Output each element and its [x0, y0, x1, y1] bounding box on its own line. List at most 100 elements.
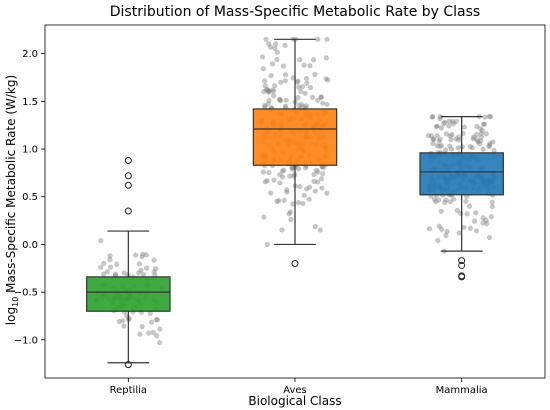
- jitter-point: [475, 139, 481, 145]
- jitter-point: [433, 199, 439, 205]
- jitter-point: [268, 44, 274, 50]
- jitter-point: [430, 113, 436, 120]
- jitter-point: [266, 88, 272, 94]
- jitter-point: [464, 211, 470, 217]
- jitter-point: [295, 200, 302, 206]
- jitter-point: [312, 188, 318, 194]
- jitter-point: [455, 145, 461, 151]
- jitter-point: [484, 221, 490, 227]
- jitter-point: [277, 171, 283, 178]
- iqr-box: [419, 152, 504, 196]
- chart-title: Distribution of Mass-Specific Metabolic …: [110, 4, 480, 20]
- jitter-point: [301, 192, 307, 198]
- jitter-point: [264, 178, 270, 184]
- jitter-point: [281, 197, 287, 203]
- jitter-point: [434, 123, 440, 129]
- jitter-point: [262, 102, 268, 109]
- jitter-point: [273, 41, 279, 47]
- outlier-point: [458, 257, 466, 265]
- jitter-point: [309, 94, 316, 100]
- jitter-point: [282, 42, 288, 48]
- jitter-point: [280, 168, 286, 174]
- jitter-point: [317, 227, 323, 233]
- jitter-point: [456, 134, 462, 140]
- jitter-point: [437, 113, 443, 120]
- jitter-point: [453, 136, 459, 142]
- jitter-point: [264, 86, 270, 93]
- jitter-point: [274, 198, 280, 204]
- jitter-point: [425, 133, 432, 139]
- jitter-point: [483, 217, 489, 223]
- jitter-point: [303, 75, 310, 82]
- jitter-point: [461, 124, 467, 130]
- jitter-point: [289, 165, 295, 171]
- jitter-point: [431, 196, 438, 202]
- jitter-point: [296, 84, 302, 90]
- jitter-point: [486, 113, 492, 120]
- jitter-point: [454, 207, 460, 213]
- jitter-point: [430, 136, 436, 142]
- jitter-point: [136, 261, 143, 267]
- jitter-point: [277, 96, 283, 102]
- jitter-point: [434, 143, 440, 149]
- jitter-point: [277, 97, 283, 103]
- jitter-point: [297, 57, 303, 63]
- jitter-point: [437, 136, 443, 142]
- jitter-point: [298, 101, 305, 108]
- jitter-point: [262, 78, 268, 84]
- jitter-point: [112, 271, 119, 277]
- jitter-point: [98, 238, 104, 244]
- jitter-point: [157, 340, 163, 346]
- x-axis: Reptilia Aves Mammalia: [110, 378, 488, 396]
- jitter-point: [320, 164, 327, 171]
- box-reptilia: [86, 156, 171, 369]
- jitter-point: [478, 134, 484, 140]
- jitter-point: [481, 121, 487, 127]
- jitter-point: [435, 237, 441, 243]
- jitter-point: [447, 143, 453, 149]
- box-mammalia: [419, 115, 504, 281]
- jitter-point: [274, 57, 280, 63]
- jitter-point: [284, 187, 290, 193]
- jitter-point: [438, 125, 444, 131]
- jitter-point: [282, 78, 288, 84]
- jitter-point: [140, 251, 146, 257]
- jitter-point: [474, 131, 480, 138]
- jitter-point: [307, 84, 314, 91]
- jitter-point: [320, 171, 326, 177]
- jitter-point: [261, 89, 267, 95]
- jitter-point: [151, 269, 157, 275]
- jitter-point: [488, 113, 494, 120]
- jitter-point: [448, 137, 454, 143]
- jitter-point: [439, 226, 445, 232]
- jitter-point: [319, 185, 325, 191]
- jitter-point: [318, 94, 324, 100]
- jitter-point: [289, 166, 296, 172]
- jitter-point: [448, 146, 455, 152]
- jitter-point: [466, 203, 473, 209]
- jitter-point: [315, 179, 321, 185]
- jitter-point: [268, 73, 274, 79]
- jitter-point: [483, 131, 489, 137]
- jitter-point: [262, 104, 268, 110]
- jitter-point: [290, 201, 296, 207]
- jitter-point: [284, 189, 290, 195]
- y-axis-label-log: log: [4, 307, 18, 325]
- jitter-point: [139, 254, 145, 260]
- y-tick-label: 1.5: [22, 97, 38, 108]
- outlier-point: [458, 261, 466, 269]
- jitter-point: [449, 131, 455, 138]
- outlier-point: [124, 172, 132, 180]
- jitter-point: [146, 330, 152, 336]
- jitter-point: [278, 79, 284, 85]
- jitter-point: [265, 101, 271, 107]
- jitter-point: [438, 143, 445, 149]
- jitter-point: [315, 169, 321, 175]
- jitter-point: [286, 211, 292, 217]
- jitter-point: [147, 310, 153, 317]
- jitter-point: [107, 257, 113, 263]
- jitter-point: [474, 123, 480, 129]
- box-aves: [252, 38, 338, 268]
- jitter-point: [154, 333, 160, 339]
- y-axis-label-sub: 10: [11, 297, 20, 307]
